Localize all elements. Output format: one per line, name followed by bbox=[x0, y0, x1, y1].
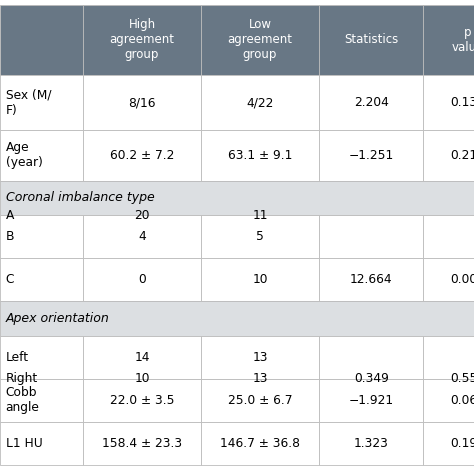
Bar bbox=[201, 215, 319, 258]
Text: −1.921: −1.921 bbox=[349, 393, 394, 407]
Bar bbox=[319, 258, 423, 301]
Text: 14: 14 bbox=[134, 351, 150, 364]
Bar bbox=[83, 258, 201, 301]
Bar bbox=[0, 215, 83, 258]
Bar bbox=[0, 181, 474, 215]
Bar bbox=[0, 379, 83, 421]
Text: 4/22: 4/22 bbox=[246, 96, 273, 109]
Bar bbox=[319, 379, 423, 421]
Text: 0: 0 bbox=[138, 273, 146, 286]
Text: 11: 11 bbox=[252, 209, 268, 222]
Text: Cobb
angle: Cobb angle bbox=[6, 386, 39, 414]
Bar bbox=[83, 215, 201, 258]
Bar bbox=[423, 215, 474, 258]
Bar bbox=[201, 421, 319, 465]
Text: Apex orientation: Apex orientation bbox=[6, 312, 109, 325]
Bar bbox=[319, 5, 423, 75]
Text: 2.204: 2.204 bbox=[354, 96, 389, 109]
Bar bbox=[319, 215, 423, 258]
Text: 146.7 ± 36.8: 146.7 ± 36.8 bbox=[220, 437, 300, 449]
Text: C: C bbox=[6, 273, 14, 286]
Bar bbox=[0, 336, 83, 379]
Text: High
agreement
group: High agreement group bbox=[109, 18, 174, 62]
Text: 10: 10 bbox=[252, 273, 268, 286]
Text: Left: Left bbox=[6, 351, 29, 364]
Text: Sex (M/
F): Sex (M/ F) bbox=[6, 89, 51, 117]
Text: 1.323: 1.323 bbox=[354, 437, 389, 449]
Bar bbox=[83, 336, 201, 379]
Text: 8/16: 8/16 bbox=[128, 96, 156, 109]
Text: 22.0 ± 3.5: 22.0 ± 3.5 bbox=[110, 393, 174, 407]
Bar bbox=[423, 379, 474, 421]
Bar bbox=[201, 5, 319, 75]
Bar bbox=[0, 421, 83, 465]
Text: 25.0 ± 6.7: 25.0 ± 6.7 bbox=[228, 393, 292, 407]
Text: 158.4 ± 23.3: 158.4 ± 23.3 bbox=[102, 437, 182, 449]
Bar bbox=[201, 336, 319, 379]
Text: 5: 5 bbox=[256, 230, 264, 243]
Bar bbox=[0, 301, 474, 336]
Bar bbox=[0, 130, 83, 181]
Bar bbox=[201, 75, 319, 130]
Bar bbox=[423, 130, 474, 181]
Text: Coronal imbalance type: Coronal imbalance type bbox=[6, 191, 155, 204]
Text: 0.349: 0.349 bbox=[354, 372, 389, 385]
Text: p
value: p value bbox=[452, 26, 474, 54]
Bar bbox=[83, 379, 201, 421]
Bar bbox=[319, 421, 423, 465]
Text: 13: 13 bbox=[252, 372, 268, 385]
Text: 20: 20 bbox=[134, 209, 150, 222]
Bar bbox=[319, 75, 423, 130]
Text: B: B bbox=[6, 230, 14, 243]
Text: 13: 13 bbox=[252, 351, 268, 364]
Text: −1.251: −1.251 bbox=[348, 149, 394, 162]
Text: 60.2 ± 7.2: 60.2 ± 7.2 bbox=[110, 149, 174, 162]
Text: Statistics: Statistics bbox=[344, 34, 398, 46]
Bar bbox=[423, 421, 474, 465]
Bar bbox=[0, 258, 83, 301]
Bar bbox=[0, 5, 83, 75]
Text: Age
(year): Age (year) bbox=[6, 141, 43, 169]
Bar bbox=[201, 130, 319, 181]
Bar bbox=[0, 75, 83, 130]
Text: 0.138: 0.138 bbox=[450, 96, 474, 109]
Bar bbox=[423, 336, 474, 379]
Bar bbox=[423, 75, 474, 130]
Text: Right: Right bbox=[6, 372, 38, 385]
Text: 0.061: 0.061 bbox=[450, 393, 474, 407]
Text: L1 HU: L1 HU bbox=[6, 437, 43, 449]
Text: 12.664: 12.664 bbox=[350, 273, 392, 286]
Text: 0.217: 0.217 bbox=[450, 149, 474, 162]
Bar bbox=[423, 258, 474, 301]
Bar bbox=[83, 421, 201, 465]
Bar bbox=[201, 258, 319, 301]
Bar bbox=[319, 336, 423, 379]
Bar bbox=[201, 379, 319, 421]
Bar bbox=[83, 5, 201, 75]
Text: Low
agreement
group: Low agreement group bbox=[228, 18, 292, 62]
Bar bbox=[83, 130, 201, 181]
Bar bbox=[423, 5, 474, 75]
Text: 10: 10 bbox=[134, 372, 150, 385]
Text: 63.1 ± 9.1: 63.1 ± 9.1 bbox=[228, 149, 292, 162]
Text: 0.192: 0.192 bbox=[450, 437, 474, 449]
Text: 0.555: 0.555 bbox=[450, 372, 474, 385]
Text: A: A bbox=[6, 209, 14, 222]
Text: 0.002: 0.002 bbox=[450, 273, 474, 286]
Bar bbox=[83, 75, 201, 130]
Text: 4: 4 bbox=[138, 230, 146, 243]
Bar bbox=[319, 130, 423, 181]
